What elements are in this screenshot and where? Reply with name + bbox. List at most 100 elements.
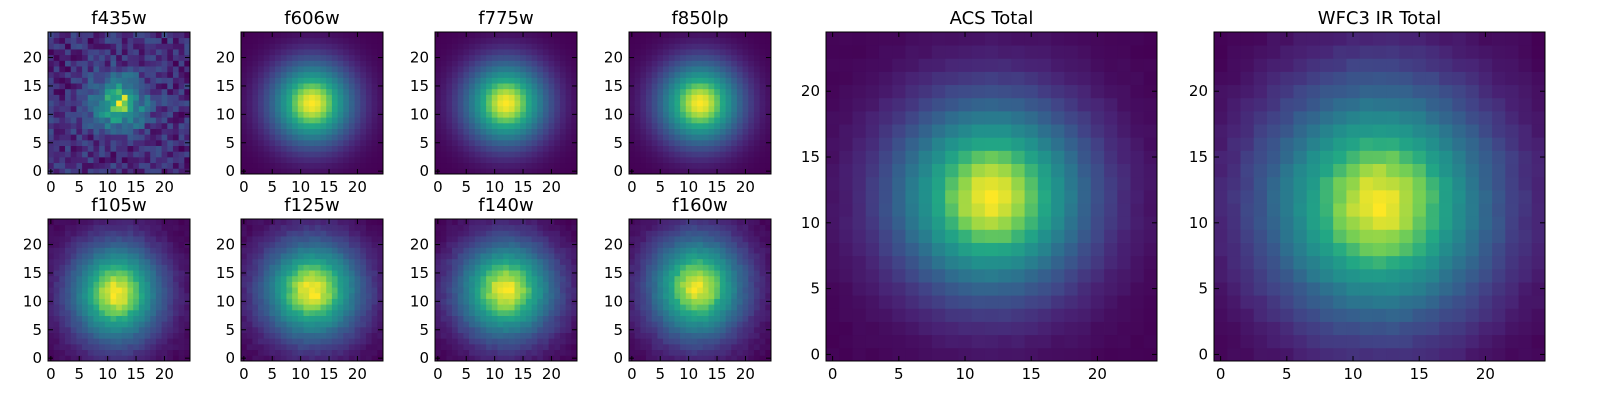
heatmap-cell — [280, 49, 287, 56]
heatmap-cell — [59, 349, 66, 356]
heatmap-cell — [377, 224, 384, 231]
heatmap-cell — [371, 83, 378, 90]
heatmap-cell — [133, 145, 140, 152]
heatmap-cell — [571, 332, 578, 339]
heatmap-cell — [263, 343, 270, 351]
heatmap-cell — [121, 139, 128, 146]
heatmap-cell — [714, 315, 721, 322]
heatmap-cell — [241, 94, 248, 101]
heatmap-cell — [640, 71, 647, 78]
heatmap-cell — [184, 77, 191, 84]
heatmap-cell — [309, 349, 316, 356]
heatmap-cell — [469, 338, 476, 345]
heatmap-cell — [542, 332, 549, 339]
heatmap-cell — [127, 298, 134, 305]
heatmap-cell — [70, 298, 77, 305]
heatmap-cell — [121, 111, 128, 118]
heatmap-cell — [99, 219, 106, 226]
heatmap-cell — [365, 145, 373, 152]
heatmap-cell — [150, 343, 157, 351]
heatmap-cell — [708, 326, 715, 333]
heatmap-cell — [525, 338, 532, 345]
heatmap-cell — [531, 343, 538, 351]
heatmap-cell — [144, 349, 151, 356]
heatmap-cell — [87, 343, 94, 351]
heatmap-cell — [542, 349, 549, 356]
heatmap-cell — [537, 224, 544, 231]
heatmap-cell — [178, 326, 185, 333]
heatmap-cell — [127, 83, 134, 90]
heatmap-cell — [138, 111, 145, 118]
heatmap-cell — [542, 162, 549, 169]
heatmap-cell — [167, 298, 174, 305]
heatmap-cell — [144, 37, 151, 44]
heatmap-cell — [440, 77, 447, 84]
x-tick-label: 5 — [461, 365, 471, 383]
heatmap-cell — [138, 100, 145, 107]
heatmap-cell — [548, 281, 555, 288]
heatmap-cell — [708, 321, 715, 328]
heatmap-cell — [93, 264, 100, 271]
heatmap-cell — [469, 111, 476, 118]
heatmap-cell — [303, 54, 310, 61]
x-tick-label: 20 — [736, 178, 755, 196]
heatmap-cell — [531, 32, 538, 39]
heatmap-cell — [121, 326, 128, 333]
heatmap-cell — [731, 145, 738, 152]
heatmap-cell — [377, 105, 384, 112]
heatmap-cell — [258, 343, 265, 351]
heatmap-cell — [525, 111, 532, 118]
heatmap-cell — [452, 253, 459, 260]
heatmap-cell — [354, 343, 361, 351]
heatmap-cell — [759, 111, 766, 118]
heatmap-cell — [167, 32, 174, 39]
heatmap-cell — [697, 111, 704, 118]
heatmap-cell — [252, 66, 259, 73]
heatmap-cell — [486, 71, 493, 78]
heatmap-cell — [531, 139, 538, 146]
heatmap-cell — [343, 43, 350, 50]
heatmap-cell — [184, 236, 191, 243]
heatmap-cell — [554, 332, 561, 339]
heatmap-cell — [503, 139, 510, 146]
heatmap-cell — [371, 105, 378, 112]
heatmap-cell — [514, 247, 521, 254]
heatmap-cell — [559, 247, 567, 254]
heatmap-cell — [491, 326, 498, 333]
heatmap-cell — [348, 151, 355, 158]
heatmap-cell — [127, 275, 134, 282]
heatmap-cell — [172, 309, 180, 316]
heatmap-cell — [76, 60, 83, 67]
heatmap-cell — [565, 219, 572, 226]
heatmap-cell — [702, 105, 709, 112]
heatmap-cell — [99, 77, 106, 84]
heatmap-cell — [258, 66, 265, 73]
heatmap-cell — [565, 355, 572, 362]
heatmap-cell — [246, 88, 253, 95]
heatmap-cell — [520, 321, 527, 328]
x-tick-label: 10 — [485, 365, 504, 383]
heatmap-cell — [133, 258, 140, 265]
heatmap-cell — [326, 298, 333, 305]
heatmap-cell — [172, 343, 180, 351]
heatmap-cell — [651, 100, 658, 107]
heatmap-cell — [634, 37, 641, 44]
heatmap-cell — [155, 247, 162, 254]
heatmap-cell — [742, 139, 749, 146]
heatmap-cell — [559, 156, 567, 164]
heatmap-cell — [759, 321, 766, 328]
heatmap-cell — [714, 309, 721, 316]
heatmap-cell — [286, 270, 293, 277]
heatmap-cell — [742, 338, 749, 345]
heatmap-cell — [452, 151, 459, 158]
heatmap-cell — [548, 151, 555, 158]
heatmap-cell — [65, 71, 72, 78]
heatmap-cell — [133, 292, 140, 299]
heatmap-cell — [663, 281, 670, 288]
heatmap-cell — [326, 253, 333, 260]
heatmap-cell — [258, 219, 265, 226]
heatmap-cell — [634, 77, 641, 84]
heatmap-cell — [457, 321, 464, 328]
heatmap-cell — [457, 151, 464, 158]
heatmap-cell — [184, 258, 191, 265]
